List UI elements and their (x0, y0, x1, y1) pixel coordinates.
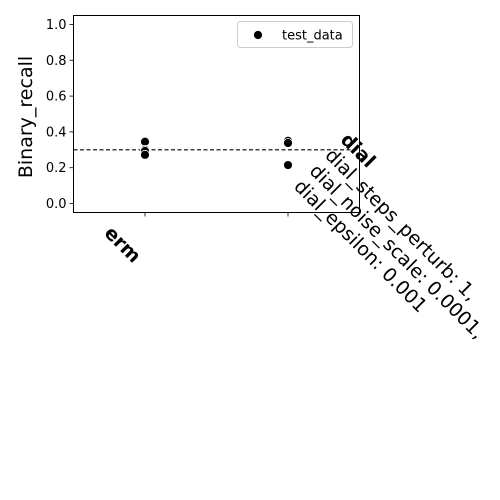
data-points (140, 135, 293, 170)
y-axis-ticks: 0.0 0.2 0.4 0.6 0.8 1.0 (46, 18, 74, 212)
y-tick-label: 0.2 (46, 161, 67, 176)
x-category-detail: dial_noise_scale: 0.0001, (305, 160, 489, 344)
y-axis-label: Binary_recall (15, 56, 37, 178)
y-tick-label: 0.4 (46, 125, 67, 140)
data-point (283, 160, 293, 170)
plot-frame (73, 15, 360, 213)
x-category-name: erm (100, 222, 145, 267)
data-point (140, 136, 150, 147)
y-tick-label: 1.0 (46, 18, 67, 33)
y-tick-label: 0.6 (46, 90, 67, 105)
legend-box (237, 21, 353, 48)
data-point (283, 138, 293, 148)
legend-label: test_data (282, 29, 343, 44)
x-axis-ticks (144, 212, 289, 217)
x-category-label-erm: erm (100, 222, 145, 267)
legend-marker-icon (253, 30, 263, 40)
y-tick-label: 0.8 (46, 54, 67, 69)
plot-area (73, 15, 360, 213)
y-tick-label: 0.0 (46, 197, 67, 212)
legend: test_data (237, 21, 353, 48)
data-point (140, 149, 150, 160)
